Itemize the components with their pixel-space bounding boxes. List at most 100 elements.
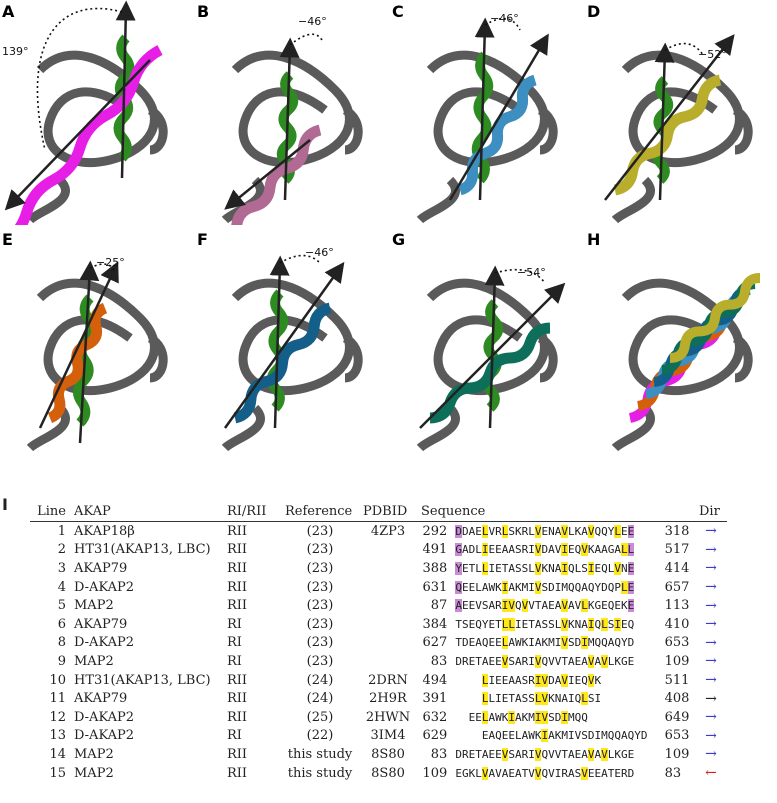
row-seq-end: 318 (664, 523, 690, 539)
row-seq-end: 653 (664, 728, 690, 744)
table-row: 6 AKAP79 RI (23) 384 TSEQYETLLIETASSLVKNAIQLS… (30, 615, 727, 634)
header-akap: AKAP (70, 502, 223, 522)
table-row: 5 MAP2 RII (23) 87 AEEVSARIVQVVTAEAVAVLKGEQEK… (30, 596, 727, 615)
row-seq-start: 632 (422, 709, 448, 725)
protein-cartoon (221, 254, 363, 452)
row-pdbid: 8S80 (371, 746, 405, 762)
row-line: 1 (57, 523, 66, 539)
row-line: 6 (57, 616, 66, 632)
panel-label-g: G (392, 230, 406, 249)
row-line: 12 (49, 709, 66, 725)
header-reference: Reference (281, 502, 359, 522)
row-direction: → (695, 689, 727, 708)
rotation-angle-label: −25° (96, 256, 125, 269)
row-seq-end: 653 (664, 635, 690, 651)
direction-arrow-icon: → (705, 560, 717, 577)
helix-axis-arrow (484, 265, 505, 429)
row-line: 8 (57, 635, 66, 651)
akap-helix (429, 322, 551, 424)
table-row: 1 AKAP18β RII (23) 4ZP3 292 DDAELVRLSKRLVENAVL… (30, 522, 727, 541)
rotation-angle-label: −46° (298, 15, 327, 28)
row-seq-start: 384 (422, 616, 448, 632)
rotation-angle-label: −54° (517, 266, 546, 279)
background-protein (416, 278, 558, 452)
row-direction: → (695, 541, 727, 560)
row-reference: this study (287, 746, 353, 762)
row-akap: AKAP18β (74, 523, 135, 539)
row-seq-end: 410 (664, 616, 690, 632)
direction-arrow-icon: → (705, 653, 717, 670)
row-seq-start: 491 (422, 542, 448, 558)
row-akap: MAP2 (74, 598, 114, 614)
row-akap: AKAP79 (74, 691, 128, 707)
row-direction: → (695, 634, 727, 653)
header-line: Line (30, 502, 70, 522)
direction-arrow-icon: → (705, 541, 717, 558)
row-reference: (23) (306, 598, 334, 614)
panel-label-b: B (197, 2, 210, 21)
header-dir: Dir (695, 502, 727, 522)
direction-arrow-icon: → (705, 709, 717, 726)
protein-cartoon (416, 265, 566, 452)
row-pdbid: 3IM4 (370, 728, 406, 744)
table-row: 9 MAP2 RI (23) 83 DRETAEEVSARIVQVVTAEAVAVLKGE… (30, 652, 727, 671)
row-direction: → (695, 615, 727, 634)
row-seq-start: 292 (422, 523, 448, 539)
row-reference: (23) (306, 542, 334, 558)
row-ri-rii: RII (227, 579, 248, 595)
panel-label-e: E (2, 230, 13, 249)
row-sequence: TDEAQEELAWKIAKMIVSDIMQQAQYD (455, 636, 635, 650)
row-seq-start: 494 (422, 672, 448, 688)
akap-helix (231, 124, 322, 225)
row-seq-start: 627 (422, 635, 448, 651)
direction-arrow-icon: → (705, 523, 717, 540)
row-pdbid: 2HWN (365, 709, 411, 725)
background-protein (416, 50, 558, 224)
row-reference: (23) (306, 635, 334, 651)
helix-axis-arrow (115, 0, 136, 179)
angle-arc (279, 254, 321, 264)
row-ri-rii: RII (227, 542, 248, 558)
row-direction: → (695, 652, 727, 671)
protein-cartoon (4, 0, 168, 225)
row-reference: this study (287, 765, 353, 781)
panel-label-c: C (392, 2, 404, 21)
structure-panel-c: C −46° (390, 0, 570, 224)
row-pdbid: 2H9R (369, 691, 407, 707)
akap-helix (613, 74, 722, 196)
protein-cartoon (26, 260, 168, 452)
row-ri-rii: RII (227, 691, 248, 707)
table-row: 2 HT31(AKAP13, LBC) RII (23) 491 GADLIEEAASRI… (30, 541, 727, 560)
row-direction: → (695, 745, 727, 764)
row-akap: AKAP79 (74, 560, 128, 576)
panel-label-f: F (197, 230, 208, 249)
row-ri-rii: RII (227, 672, 248, 688)
row-seq-end: 109 (664, 746, 690, 762)
row-seq-start: 87 (430, 598, 448, 614)
row-sequence: TSEQYETLLIETASSLVKNAIQLSIEQ (455, 617, 635, 631)
table-row: 8 D-AKAP2 RI (23) 627 TDEAQEELAWKIAKMIVSDIMQQ… (30, 634, 727, 653)
row-direction: → (695, 578, 727, 597)
table-row: 3 AKAP79 RII (23) 388 YETLLIETASSLVKNAIQLSIEQ… (30, 559, 727, 578)
structure-panel-g: G −54° (390, 228, 570, 452)
row-ri-rii: RII (227, 598, 248, 614)
row-pdbid (359, 615, 417, 634)
row-direction: → (695, 708, 727, 727)
row-seq-start: 83 (430, 653, 448, 669)
row-reference: (24) (306, 672, 334, 688)
header-ri-rii: RI/RII (223, 502, 281, 522)
row-ri-rii: RI (227, 653, 242, 669)
panel-label-I: I (2, 495, 8, 514)
row-seq-end: 414 (664, 560, 690, 576)
row-akap: AKAP79 (74, 616, 128, 632)
row-ri-rii: RII (227, 765, 248, 781)
row-akap: D-AKAP2 (74, 728, 135, 744)
row-sequence: DRETAEEVSARIVQVVTAEAVAVLKGE (455, 747, 635, 761)
row-line: 13 (49, 728, 66, 744)
row-sequence: LIEEAASRIVDAVIEQVK (481, 673, 602, 687)
row-akap: D-AKAP2 (74, 709, 135, 725)
row-line: 10 (49, 672, 66, 688)
row-pdbid: 4ZP3 (370, 523, 406, 539)
row-line: 14 (49, 746, 66, 762)
angle-arc (89, 263, 116, 274)
